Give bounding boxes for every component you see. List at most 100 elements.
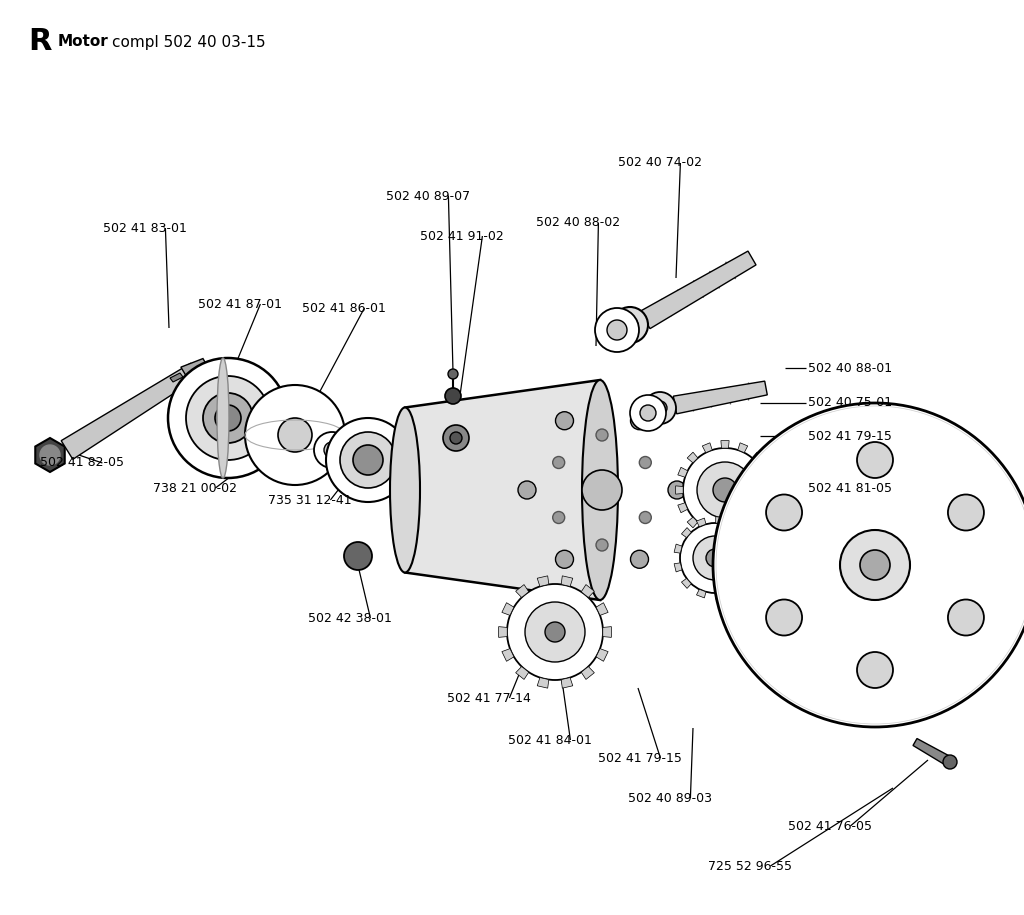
Circle shape — [639, 457, 651, 468]
Circle shape — [857, 442, 893, 478]
Polygon shape — [516, 666, 528, 680]
Circle shape — [653, 401, 667, 415]
Text: R: R — [28, 27, 51, 57]
Circle shape — [582, 470, 622, 510]
Text: 502 40 88-01: 502 40 88-01 — [808, 361, 892, 374]
Text: 738 21 00-02: 738 21 00-02 — [153, 481, 237, 494]
Polygon shape — [738, 527, 748, 537]
Circle shape — [668, 481, 686, 499]
Ellipse shape — [390, 407, 420, 573]
Text: 502 41 82-05: 502 41 82-05 — [40, 457, 124, 469]
Circle shape — [553, 511, 564, 523]
Text: 502 41 83-01: 502 41 83-01 — [103, 221, 186, 234]
Polygon shape — [913, 738, 952, 767]
Circle shape — [326, 418, 410, 502]
Circle shape — [693, 536, 737, 580]
Circle shape — [596, 429, 608, 441]
Circle shape — [631, 412, 648, 430]
Text: 502 41 81-05: 502 41 81-05 — [808, 481, 892, 494]
Polygon shape — [561, 576, 572, 587]
Polygon shape — [676, 486, 683, 494]
Polygon shape — [687, 452, 698, 463]
Circle shape — [607, 320, 627, 340]
Polygon shape — [406, 380, 600, 600]
Circle shape — [278, 418, 312, 452]
Text: 502 40 89-03: 502 40 89-03 — [628, 791, 712, 804]
Circle shape — [215, 405, 241, 431]
Circle shape — [518, 481, 536, 499]
Text: 502 41 86-01: 502 41 86-01 — [302, 302, 386, 315]
Polygon shape — [744, 535, 754, 545]
Circle shape — [555, 412, 573, 430]
Circle shape — [340, 432, 396, 488]
Polygon shape — [181, 359, 207, 381]
Ellipse shape — [217, 358, 229, 478]
Polygon shape — [767, 486, 774, 494]
Polygon shape — [499, 627, 507, 638]
Circle shape — [445, 388, 461, 404]
Circle shape — [680, 523, 750, 593]
Polygon shape — [732, 585, 741, 594]
Polygon shape — [762, 502, 772, 512]
Text: 502 41 91-02: 502 41 91-02 — [420, 230, 504, 242]
Circle shape — [203, 393, 253, 443]
Polygon shape — [696, 518, 706, 527]
Polygon shape — [752, 517, 763, 528]
Text: 502 40 89-07: 502 40 89-07 — [386, 189, 470, 202]
Circle shape — [344, 542, 372, 570]
Circle shape — [324, 442, 340, 458]
Circle shape — [948, 599, 984, 636]
Circle shape — [596, 539, 608, 551]
Polygon shape — [674, 382, 767, 414]
Polygon shape — [561, 678, 572, 688]
Circle shape — [697, 462, 753, 518]
Circle shape — [860, 550, 890, 580]
Text: 502 41 79-15: 502 41 79-15 — [598, 751, 682, 765]
Polygon shape — [732, 522, 741, 532]
Circle shape — [443, 425, 469, 451]
Circle shape — [857, 652, 893, 688]
Circle shape — [245, 385, 345, 485]
Ellipse shape — [582, 380, 618, 600]
Text: 502 41 87-01: 502 41 87-01 — [198, 297, 282, 310]
Circle shape — [840, 530, 910, 600]
Polygon shape — [721, 532, 729, 539]
Text: compl 502 40 03-15: compl 502 40 03-15 — [112, 35, 265, 49]
Circle shape — [545, 622, 565, 642]
Polygon shape — [702, 443, 713, 453]
Circle shape — [766, 599, 802, 636]
Circle shape — [640, 405, 656, 421]
Circle shape — [612, 307, 648, 343]
Polygon shape — [603, 627, 611, 638]
Polygon shape — [738, 443, 748, 453]
Circle shape — [713, 478, 737, 502]
Polygon shape — [678, 468, 688, 478]
Circle shape — [639, 511, 651, 523]
Polygon shape — [516, 585, 528, 597]
Polygon shape — [502, 603, 514, 616]
Circle shape — [706, 549, 724, 567]
Polygon shape — [582, 585, 594, 597]
Polygon shape — [696, 589, 706, 597]
Polygon shape — [716, 592, 724, 599]
Circle shape — [40, 445, 60, 465]
Text: 502 41 84-01: 502 41 84-01 — [508, 734, 592, 747]
Circle shape — [553, 457, 564, 468]
Polygon shape — [35, 438, 65, 472]
Circle shape — [314, 432, 350, 468]
Polygon shape — [582, 666, 594, 680]
Circle shape — [713, 403, 1024, 727]
Text: Motor: Motor — [58, 35, 109, 49]
Polygon shape — [716, 517, 724, 524]
Circle shape — [186, 376, 270, 460]
Circle shape — [683, 448, 767, 532]
Ellipse shape — [853, 403, 878, 727]
Polygon shape — [744, 571, 754, 581]
Text: 502 40 75-01: 502 40 75-01 — [808, 396, 892, 410]
Polygon shape — [538, 576, 549, 587]
Circle shape — [353, 445, 383, 475]
Polygon shape — [681, 528, 691, 538]
Circle shape — [450, 432, 462, 444]
Polygon shape — [762, 468, 772, 478]
Circle shape — [766, 494, 802, 531]
